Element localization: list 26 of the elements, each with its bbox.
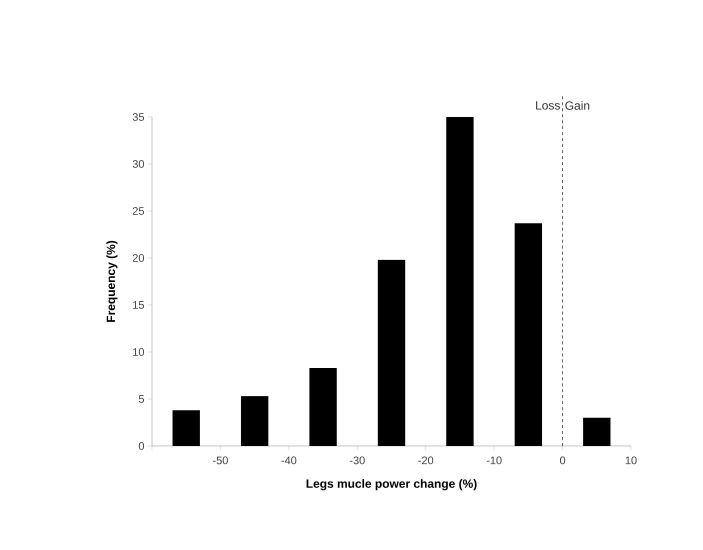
text: Loss <box>536 101 560 110</box>
x-tick-label: -30 <box>350 456 365 464</box>
y-tick-label: 5 <box>138 395 144 403</box>
text: Gain <box>565 101 590 110</box>
x-axis-title: Legs mucle power change (%) <box>306 479 477 490</box>
x-tick-label: 10 <box>626 456 637 464</box>
bar <box>240 396 268 446</box>
y-axis-title: Frequency (%) <box>106 240 118 322</box>
y-tick-label: 10 <box>133 348 144 356</box>
y-tick-label: 20 <box>132 254 144 262</box>
y-tick-label: 25 <box>132 207 144 215</box>
bar <box>514 223 542 446</box>
bar <box>309 368 337 446</box>
bar <box>583 418 610 446</box>
x-tick-label: -20 <box>418 456 434 464</box>
x-tick-label: -10 <box>486 456 502 464</box>
x-tick-label: -40 <box>281 456 296 464</box>
bar <box>378 260 406 446</box>
bar <box>172 410 200 446</box>
y-tick-label: 30 <box>132 160 144 168</box>
y-tick-label: 0 <box>138 442 144 450</box>
x-tick-label: 0 <box>560 456 566 464</box>
x-tick-label: -50 <box>213 456 228 464</box>
y-tick-label: 15 <box>133 301 144 309</box>
bar <box>446 116 474 446</box>
y-tick-label: 35 <box>132 113 144 121</box>
